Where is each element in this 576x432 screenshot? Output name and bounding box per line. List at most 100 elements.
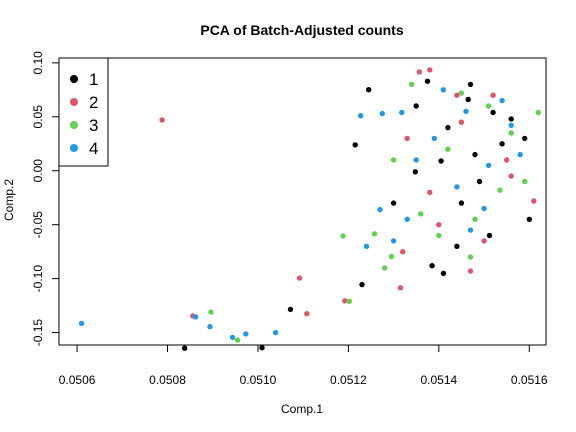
point-group-4 [440, 87, 447, 93]
point-group-1 [287, 306, 294, 313]
point-group-4 [481, 205, 487, 212]
point-group-3 [418, 211, 424, 217]
point-group-4 [517, 151, 523, 158]
point-group-4 [272, 329, 279, 336]
point-group-1 [438, 158, 444, 164]
chart-title: PCA of Batch-Adjusted counts [200, 22, 403, 38]
point-group-2 [427, 189, 433, 195]
data-points [78, 67, 541, 351]
x-tick-label: 0.0516 [511, 373, 548, 387]
point-group-2 [304, 311, 310, 317]
x-tick-label: 0.0510 [240, 373, 277, 387]
point-group-4 [413, 157, 419, 163]
x-tick-label: 0.0514 [420, 373, 457, 387]
point-group-4 [363, 243, 370, 249]
point-group-2 [416, 69, 423, 75]
point-group-2 [508, 173, 514, 179]
point-group-1 [429, 263, 435, 269]
point-group-3 [436, 232, 442, 239]
point-group-1 [412, 169, 418, 175]
point-group-4 [357, 113, 364, 119]
point-group-1 [476, 178, 483, 185]
point-group-1 [424, 78, 431, 84]
y-axis-label: Comp.2 [2, 179, 16, 221]
y-tick-label: 0.10 [31, 51, 45, 75]
legend-marker-4 [70, 144, 78, 152]
point-group-1 [486, 232, 493, 239]
point-group-2 [531, 198, 537, 204]
point-group-3 [445, 146, 451, 152]
x-axis-label: Comp.1 [281, 402, 323, 416]
legend: 1 2 3 4 [58, 57, 109, 167]
point-group-1 [413, 103, 419, 109]
legend-box [58, 57, 109, 167]
point-group-4 [78, 320, 85, 327]
point-group-3 [340, 233, 346, 239]
point-group-3 [535, 109, 541, 116]
point-group-2 [467, 268, 474, 274]
point-group-1 [359, 281, 365, 288]
point-group-2 [490, 92, 496, 98]
point-group-1 [259, 345, 265, 351]
plot-frame [58, 57, 547, 346]
point-group-4 [399, 109, 405, 116]
point-group-4 [243, 331, 249, 337]
legend-marker-3 [70, 121, 78, 129]
point-group-3 [409, 81, 415, 88]
point-group-1 [440, 270, 447, 276]
point-group-4 [454, 184, 460, 190]
point-group-2 [454, 92, 460, 98]
point-group-2 [404, 135, 410, 142]
point-group-1 [445, 124, 451, 131]
point-group-1 [366, 87, 372, 93]
legend-label-1: 1 [89, 70, 98, 89]
point-group-2 [296, 275, 303, 281]
y-tick-label: -0.10 [31, 265, 45, 293]
legend-marker-2 [70, 98, 78, 106]
legend-label-2: 2 [89, 93, 98, 112]
point-group-3 [497, 187, 503, 193]
y-tick-label: -0.15 [31, 319, 45, 347]
point-group-4 [390, 238, 397, 244]
point-group-1 [182, 345, 188, 351]
point-group-2 [159, 117, 165, 123]
point-group-4 [377, 206, 383, 213]
point-group-1 [467, 81, 474, 88]
point-group-1 [465, 96, 471, 103]
point-group-4 [431, 135, 437, 142]
x-axis: 0.0506 0.0508 0.0510 0.0512 0.0514 0.0516 [59, 344, 548, 387]
point-group-4 [485, 162, 492, 169]
point-group-3 [388, 253, 395, 260]
point-group-3 [234, 337, 241, 343]
point-group-1 [390, 200, 397, 206]
x-tick-label: 0.0508 [149, 373, 186, 387]
point-group-1 [508, 116, 514, 122]
y-axis: -0.15 -0.10 -0.05 0.00 0.05 0.10 [31, 51, 60, 347]
y-tick-label: -0.05 [31, 211, 45, 239]
point-group-3 [346, 298, 352, 304]
point-group-3 [522, 178, 528, 185]
point-group-2 [481, 238, 487, 244]
point-group-3 [485, 103, 492, 109]
point-group-2 [436, 222, 442, 228]
point-group-3 [467, 254, 474, 260]
point-group-1 [458, 200, 465, 206]
point-group-1 [352, 142, 358, 148]
point-group-2 [427, 67, 433, 73]
point-group-3 [458, 90, 465, 96]
point-group-4 [192, 314, 199, 320]
point-group-1 [490, 109, 496, 116]
legend-label-4: 4 [89, 139, 98, 158]
point-group-3 [381, 265, 388, 271]
point-group-2 [458, 119, 465, 125]
point-group-4 [207, 324, 213, 330]
point-group-4 [467, 227, 474, 233]
point-group-4 [379, 110, 385, 117]
point-group-2 [397, 285, 404, 291]
point-group-1 [472, 151, 478, 158]
point-group-4 [229, 334, 236, 341]
point-group-4 [499, 97, 505, 104]
y-tick-label: 0.05 [31, 105, 45, 129]
point-group-2 [400, 249, 406, 255]
